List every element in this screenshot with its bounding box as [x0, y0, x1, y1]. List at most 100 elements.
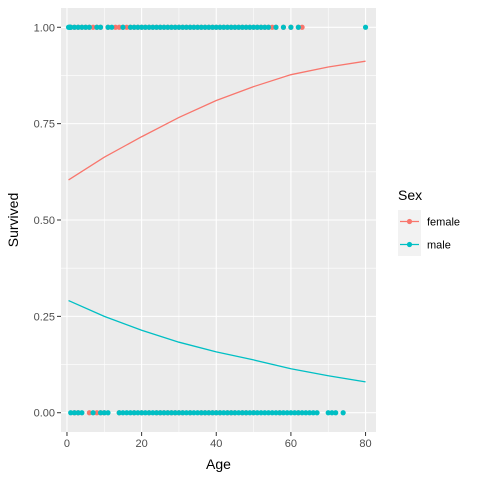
point-male-died: [187, 410, 193, 416]
point-male-survived: [131, 24, 137, 30]
point-male-survived: [168, 24, 175, 30]
point-male-died: [168, 410, 175, 416]
point-male-survived: [165, 24, 171, 30]
point-male-died: [224, 410, 231, 416]
point-male-died: [221, 410, 227, 416]
point-male-died: [284, 410, 290, 416]
point-female-survived: [116, 24, 122, 30]
data-points: [65, 24, 369, 416]
fit-curve-female: [68, 60, 366, 181]
point-male-survived: [202, 24, 208, 30]
point-male-died: [258, 410, 264, 416]
point-male-survived: [250, 24, 257, 30]
point-male-died: [254, 410, 260, 416]
point-male-died: [303, 410, 309, 416]
point-male-died: [97, 410, 104, 416]
point-female-survived: [269, 24, 275, 30]
point-male-survived: [228, 24, 234, 30]
point-male-died: [101, 410, 107, 416]
point-male-died: [269, 410, 275, 416]
point-male-died: [232, 410, 238, 416]
y-tick-label: 0.50: [34, 215, 55, 227]
point-male-died: [79, 410, 85, 416]
point-male-survived: [247, 24, 253, 30]
point-male-survived: [75, 24, 81, 30]
point-male-died: [236, 410, 242, 416]
point-male-died: [306, 410, 313, 416]
point-male-died: [239, 410, 245, 416]
point-male-died: [277, 410, 283, 416]
point-male-survived: [262, 24, 268, 30]
x-tick-label: 20: [135, 438, 147, 450]
point-male-died: [250, 410, 257, 416]
point-male-died: [153, 410, 160, 416]
point-male-survived: [194, 24, 201, 30]
point-female-died: [94, 410, 100, 416]
point-male-survived: [94, 24, 100, 30]
point-male-survived: [280, 24, 287, 30]
point-male-died: [135, 410, 141, 416]
point-male-survived: [239, 24, 245, 30]
point-female-survived: [112, 24, 119, 30]
point-male-died: [90, 410, 96, 416]
point-male-survived: [217, 24, 223, 30]
point-male-survived: [362, 24, 369, 30]
legend-point-female: [406, 218, 413, 225]
point-male-died: [176, 410, 182, 416]
point-male-survived: [206, 24, 212, 30]
point-male-died: [142, 410, 148, 416]
point-male-died: [202, 410, 208, 416]
point-male-survived: [187, 24, 193, 30]
point-male-survived: [142, 24, 148, 30]
point-male-died: [310, 410, 316, 416]
fit-curves: [68, 60, 366, 383]
point-male-survived: [236, 24, 242, 30]
point-male-survived: [273, 24, 279, 30]
legend-title: Sex: [398, 187, 422, 203]
point-male-survived: [150, 24, 156, 30]
point-male-survived: [139, 24, 145, 30]
point-male-died: [124, 410, 130, 416]
point-male-died: [131, 410, 137, 416]
point-male-survived: [176, 24, 182, 30]
point-male-survived: [191, 24, 197, 30]
point-male-survived: [213, 24, 219, 30]
point-male-survived: [157, 24, 163, 30]
point-male-died: [273, 410, 279, 416]
point-male-died: [150, 410, 156, 416]
y-tick-label: 0.25: [34, 311, 55, 323]
point-male-died: [265, 410, 272, 416]
point-male-died: [127, 410, 134, 416]
point-male-died: [295, 410, 301, 416]
point-male-died: [288, 410, 294, 416]
x-tick-label: 0: [64, 438, 70, 450]
point-male-survived: [183, 24, 190, 30]
point-male-died: [172, 410, 178, 416]
point-male-died: [165, 410, 171, 416]
point-male-survived: [86, 24, 92, 30]
point-male-survived: [254, 24, 260, 30]
point-male-survived: [71, 24, 78, 30]
point-male-survived: [105, 24, 111, 30]
point-male-survived: [120, 24, 126, 30]
point-male-died: [146, 410, 152, 416]
point-male-died: [340, 410, 346, 416]
point-male-died: [314, 410, 320, 416]
point-male-died: [75, 410, 81, 416]
point-male-died: [180, 410, 186, 416]
point-male-survived: [83, 24, 89, 30]
point-male-survived: [221, 24, 227, 30]
point-male-died: [116, 410, 122, 416]
legend-point-male: [406, 241, 413, 248]
fit-curve-male: [68, 299, 366, 383]
point-male-died: [68, 410, 74, 416]
point-male-survived: [135, 24, 141, 30]
point-male-survived: [243, 24, 249, 30]
point-male-died: [71, 410, 78, 416]
point-male-survived: [161, 24, 167, 30]
point-male-died: [329, 410, 335, 416]
y-tick-label: 1.00: [34, 22, 55, 34]
point-male-survived: [209, 24, 216, 30]
point-male-died: [262, 410, 268, 416]
